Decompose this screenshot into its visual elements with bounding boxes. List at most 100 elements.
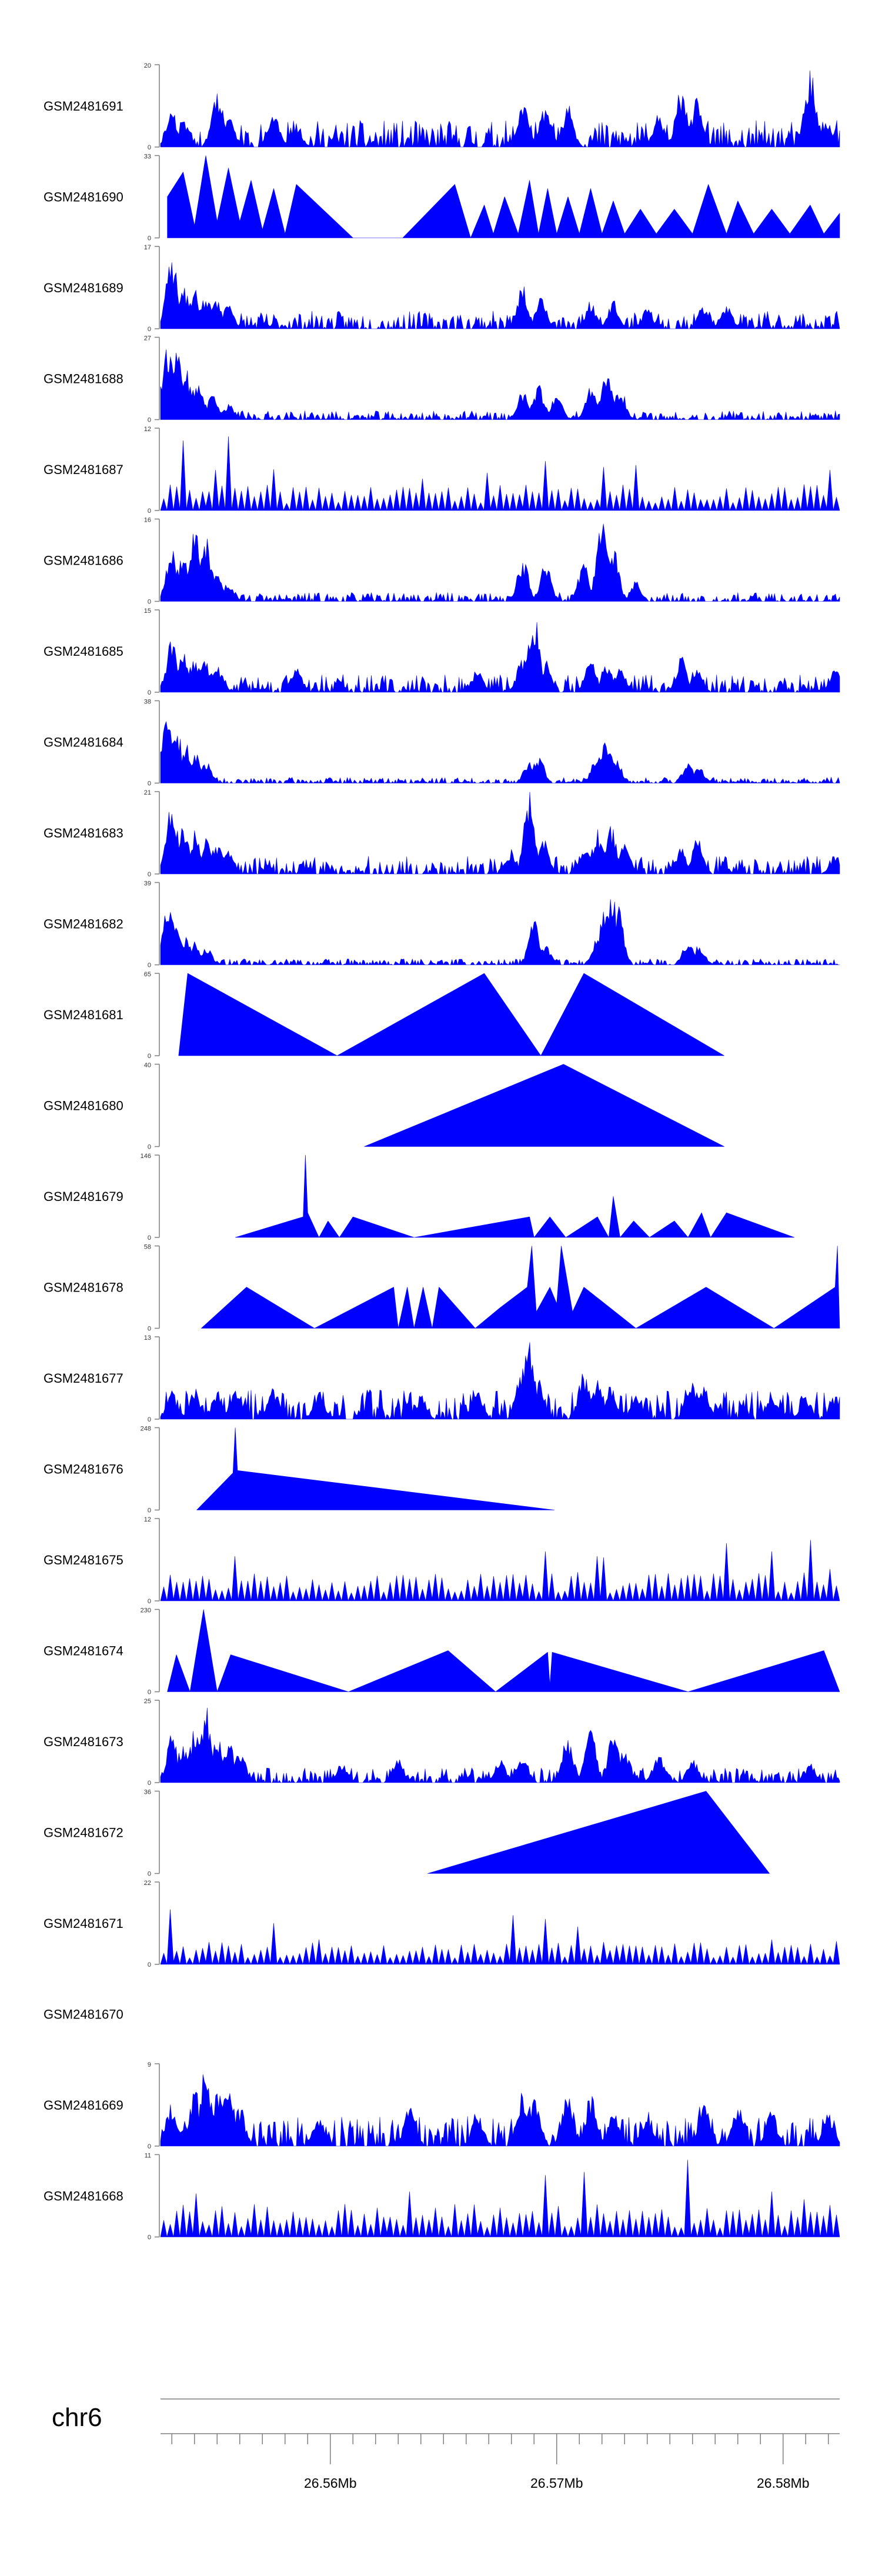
signal-area <box>427 1791 770 1874</box>
y-max-label: 16 <box>144 517 151 524</box>
y-max-label: 36 <box>144 1789 151 1796</box>
chromosome-label: chr6 <box>52 2403 102 2432</box>
y-max-label: 15 <box>144 608 151 615</box>
track-label: GSM2481682 <box>44 917 123 932</box>
track-GSM2481688: GSM2481688 27 0 <box>44 335 840 424</box>
signal-area <box>167 155 840 238</box>
signal-area <box>160 349 840 420</box>
track-GSM2481673: GSM2481673 25 0 <box>44 1698 840 1787</box>
y-min-label: 0 <box>148 780 151 788</box>
signal-area <box>160 1909 840 1965</box>
track-GSM2481687: GSM2481687 12 0 <box>44 426 840 515</box>
y-max-label: 11 <box>145 2153 151 2160</box>
track-label: GSM2481677 <box>44 1371 123 1386</box>
signal-area <box>160 1540 840 1601</box>
y-max-label: 13 <box>144 1334 151 1342</box>
y-max-label: 230 <box>141 1607 151 1614</box>
track-label: GSM2481675 <box>44 1553 123 1567</box>
track-label: GSM2481683 <box>44 826 123 840</box>
signal-area <box>196 1427 555 1510</box>
y-max-label: 12 <box>144 1516 151 1523</box>
signal-area <box>160 262 840 329</box>
y-max-label: 40 <box>144 1062 151 1069</box>
track-label: GSM2481689 <box>44 281 123 295</box>
track-label: GSM2481690 <box>44 190 123 205</box>
y-min-label: 0 <box>148 1326 151 1333</box>
y-min-label: 0 <box>148 1416 151 1423</box>
track-GSM2481691: GSM2481691 20 0 <box>44 62 840 151</box>
y-max-label: 21 <box>144 789 151 796</box>
signal-area <box>160 2074 840 2147</box>
track-label: GSM2481668 <box>44 2189 123 2204</box>
y-min-label: 0 <box>148 1598 151 1605</box>
signal-area <box>178 973 724 1056</box>
y-max-label: 65 <box>144 971 151 978</box>
y-max-label: 33 <box>144 154 151 161</box>
track-GSM2481678: GSM2481678 58 0 <box>44 1244 840 1333</box>
signal-area <box>160 70 840 148</box>
y-max-label: 25 <box>144 1698 151 1705</box>
track-label: GSM2481674 <box>44 1644 123 1659</box>
signal-area <box>160 1342 840 1420</box>
y-min-label: 0 <box>148 689 151 696</box>
y-min-label: 0 <box>148 1507 151 1514</box>
track-GSM2481679: GSM2481679 146 0 <box>44 1153 795 1242</box>
signal-area <box>235 1154 795 1238</box>
y-max-label: 20 <box>144 62 151 69</box>
y-min-label: 0 <box>148 1961 151 1968</box>
genome-axis: chr6 26.56Mb 26.57Mb 26.58Mb <box>52 2398 840 2491</box>
y-min-label: 0 <box>148 235 151 242</box>
signal-area <box>160 792 840 875</box>
y-min-label: 0 <box>148 871 151 878</box>
track-label: GSM2481670 <box>44 2007 123 2022</box>
y-min-label: 0 <box>148 599 151 606</box>
track-GSM2481671: GSM2481671 22 0 <box>44 1880 840 1968</box>
y-max-label: 39 <box>144 880 151 887</box>
track-GSM2481668: GSM2481668 11 0 <box>44 2153 840 2241</box>
track-GSM2481669: GSM2481669 9 0 <box>44 2061 840 2150</box>
tick-label: 26.57Mb <box>530 2475 583 2491</box>
track-label: GSM2481686 <box>44 553 123 568</box>
y-max-label: 17 <box>144 244 151 251</box>
track-GSM2481680: GSM2481680 40 0 <box>44 1062 724 1151</box>
y-max-label: 58 <box>144 1244 151 1251</box>
track-label: GSM2481688 <box>44 372 123 386</box>
track-GSM2481681: GSM2481681 65 0 <box>44 971 724 1060</box>
track-label: GSM2481679 <box>44 1189 123 1204</box>
track-GSM2481674: GSM2481674 230 0 <box>44 1607 840 1696</box>
y-min-label: 0 <box>148 1780 151 1787</box>
tick-label: 26.56Mb <box>304 2475 357 2491</box>
y-max-label: 248 <box>141 1426 151 1433</box>
y-max-label: 27 <box>144 335 151 342</box>
track-GSM2481676: GSM2481676 248 0 <box>44 1426 555 1514</box>
y-min-label: 0 <box>148 1871 151 1878</box>
track-GSM2481670: GSM2481670 <box>44 2007 123 2022</box>
y-min-label: 0 <box>148 1234 151 1242</box>
y-min-label: 0 <box>148 144 151 151</box>
track-GSM2481675: GSM2481675 12 0 <box>44 1516 840 1605</box>
y-min-label: 0 <box>148 962 151 969</box>
track-GSM2481684: GSM2481684 38 0 <box>44 699 840 788</box>
track-label: GSM2481680 <box>44 1099 123 1113</box>
signal-area <box>160 721 840 783</box>
y-min-label: 0 <box>148 2234 151 2241</box>
track-label: GSM2481673 <box>44 1734 123 1749</box>
y-max-label: 12 <box>144 426 151 433</box>
track-GSM2481677: GSM2481677 13 0 <box>44 1334 840 1423</box>
signal-area <box>160 1707 840 1783</box>
signal-area <box>160 2160 840 2237</box>
y-min-label: 0 <box>148 1144 151 1151</box>
y-max-label: 22 <box>144 1880 151 1887</box>
track-label: GSM2481681 <box>44 1007 123 1022</box>
track-GSM2481690: GSM2481690 33 0 <box>44 154 840 242</box>
track-GSM2481683: GSM2481683 21 0 <box>44 789 840 878</box>
y-min-label: 0 <box>148 417 151 424</box>
y-min-label: 0 <box>148 508 151 515</box>
signal-area <box>364 1064 724 1147</box>
signal-area <box>160 622 840 693</box>
y-min-label: 0 <box>148 2143 151 2150</box>
y-max-label: 38 <box>144 699 151 706</box>
track-label: GSM2481676 <box>44 1462 123 1477</box>
track-label: GSM2481687 <box>44 462 123 477</box>
